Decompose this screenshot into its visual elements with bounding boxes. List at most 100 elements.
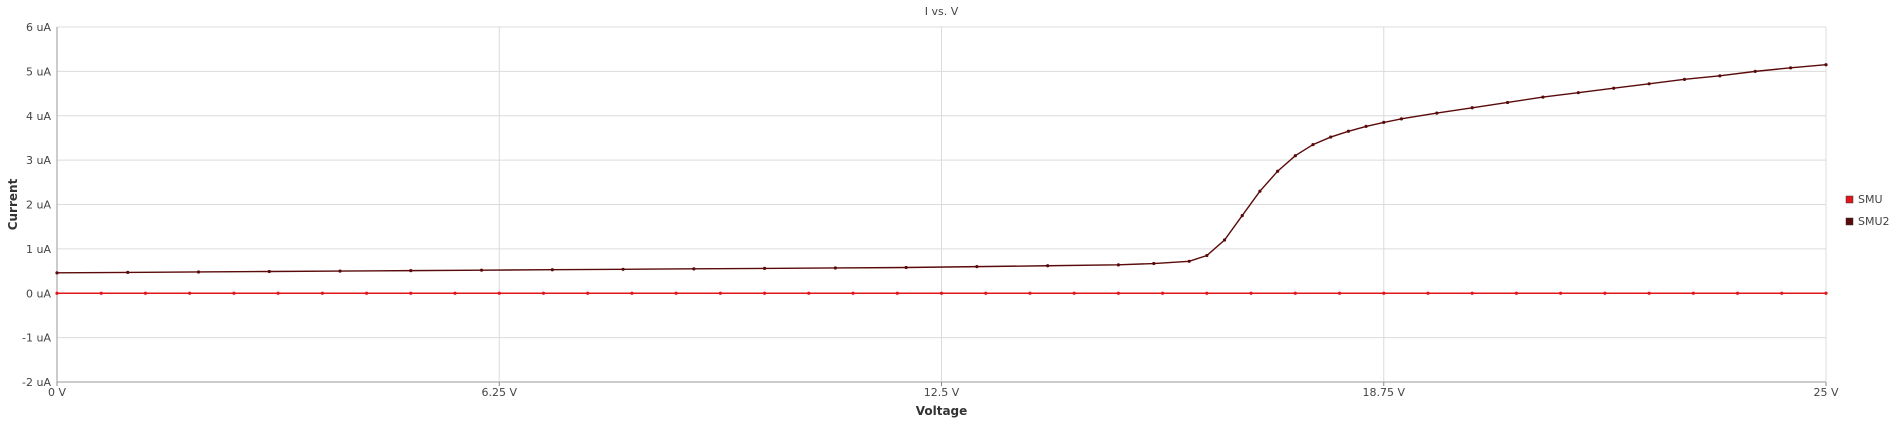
data-point [99, 291, 103, 295]
x-tick-label: 6.25 V [481, 386, 517, 399]
data-point [621, 267, 625, 271]
data-point [1789, 66, 1793, 70]
data-point [1780, 291, 1784, 295]
data-point [143, 291, 148, 295]
data-point [1691, 291, 1695, 295]
data-point [1311, 142, 1315, 147]
x-tick-label: 0 V [48, 386, 66, 399]
data-point [541, 291, 546, 295]
data-point [904, 265, 908, 270]
x-tick-label: 25 V [1813, 386, 1838, 399]
y-tick-label: 5 uA [26, 65, 51, 78]
data-point [276, 291, 280, 295]
data-point [1258, 189, 1262, 193]
y-tick-label: 4 uA [26, 110, 51, 123]
data-point [1382, 291, 1386, 295]
data-point [1514, 291, 1519, 295]
data-point [1293, 154, 1297, 158]
y-tick-label: 3 uA [26, 154, 51, 167]
data-point [1249, 291, 1253, 295]
data-point [1682, 77, 1687, 81]
legend: SMU SMU2 [1845, 193, 1890, 228]
y-tick-label: 1 uA [26, 243, 51, 256]
data-point [1152, 261, 1156, 266]
data-point [364, 291, 369, 295]
data-point [1435, 111, 1439, 115]
data-point [1161, 291, 1165, 295]
data-point [1382, 120, 1386, 125]
series-smu [55, 291, 1828, 295]
data-point [895, 291, 899, 295]
data-point [267, 269, 271, 274]
data-point [55, 271, 59, 275]
series-line [56, 64, 1827, 274]
y-tick-label: 6 uA [26, 21, 51, 34]
data-point [1824, 291, 1828, 295]
legend-swatch [1845, 195, 1854, 204]
data-point [453, 291, 457, 295]
data-point [479, 268, 484, 272]
data-point [1187, 259, 1191, 263]
series-smu2 [55, 63, 1828, 275]
data-point [1647, 291, 1651, 295]
series-layer [55, 63, 1828, 295]
y-tick-label: -2 uA [22, 376, 51, 389]
chart-title: I vs. V [925, 5, 959, 18]
data-point [126, 270, 130, 274]
data-point [409, 291, 413, 295]
data-point [586, 291, 590, 295]
data-point [1470, 106, 1474, 110]
data-point [851, 291, 855, 295]
data-point [1205, 291, 1209, 295]
data-point [718, 291, 722, 295]
data-point [1364, 124, 1368, 128]
data-point [1824, 63, 1828, 67]
data-point [975, 265, 979, 269]
data-point [1293, 291, 1297, 295]
data-point [1240, 213, 1244, 218]
labels-layer: I vs. V -2 uA -1 uA 0 uA 1 uA 2 uA 3 uA 4 uA 5 u… [6, 5, 1839, 418]
data-point [1603, 291, 1607, 295]
data-point [674, 291, 678, 295]
data-point [1329, 135, 1333, 139]
data-point [1028, 291, 1032, 295]
data-point [1541, 95, 1545, 99]
data-point [1337, 291, 1342, 295]
data-point [196, 270, 201, 274]
data-point [1116, 291, 1120, 295]
data-point [497, 291, 501, 295]
data-point [763, 266, 767, 270]
data-point [692, 267, 696, 271]
data-point [1612, 86, 1616, 90]
data-point [1222, 238, 1227, 242]
data-point [1046, 264, 1050, 268]
legend-label: SMU2 [1858, 215, 1890, 228]
data-point [1735, 291, 1740, 295]
legend-swatch [1845, 217, 1854, 226]
data-point [338, 269, 342, 273]
y-tick-label: 0 uA [26, 287, 51, 300]
data-point [1346, 129, 1350, 133]
y-tick-label: 2 uA [26, 199, 51, 212]
legend-label: SMU [1858, 193, 1883, 206]
data-point [1470, 291, 1474, 295]
data-point [1205, 253, 1209, 258]
data-point [1399, 117, 1404, 121]
data-point [630, 291, 634, 295]
data-point [1753, 69, 1757, 73]
data-point [984, 291, 988, 295]
y-tick-label: -1 uA [22, 332, 51, 345]
data-point [550, 268, 554, 272]
data-point [1647, 82, 1651, 86]
x-tick-label: 12.5 V [924, 386, 960, 399]
data-point [1276, 169, 1280, 173]
data-point [409, 269, 413, 273]
data-point [1426, 291, 1430, 295]
data-point [833, 266, 837, 270]
data-point [807, 291, 811, 295]
data-point [188, 291, 192, 295]
data-point [1505, 100, 1510, 105]
data-point [55, 291, 59, 295]
